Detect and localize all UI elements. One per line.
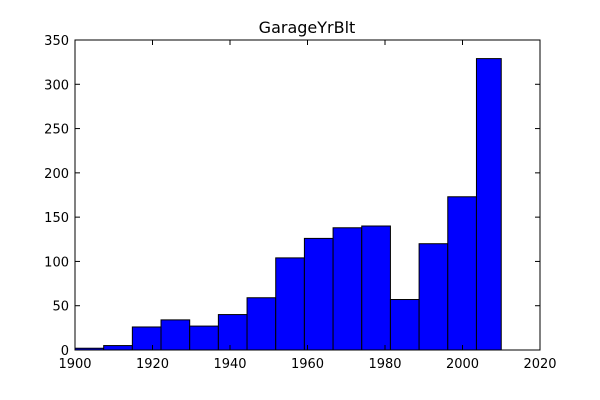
y-tick-label: 150 bbox=[44, 211, 69, 226]
y-tick-label: 50 bbox=[52, 300, 69, 315]
histogram-bar bbox=[475, 58, 502, 351]
x-tick-label: 2020 bbox=[523, 357, 556, 372]
bars-group bbox=[74, 58, 502, 351]
x-tick-label: 1920 bbox=[136, 357, 169, 372]
histogram-bar bbox=[389, 299, 420, 351]
histogram-bar bbox=[303, 237, 334, 351]
y-tick-label: 250 bbox=[44, 123, 69, 138]
histogram-bar bbox=[246, 297, 277, 351]
histogram-bar bbox=[275, 257, 305, 351]
histogram-bar bbox=[418, 243, 449, 351]
y-tick-label: 0 bbox=[61, 344, 69, 359]
y-tick-label: 200 bbox=[44, 167, 69, 182]
axes-group: 1900 1920 1940 1960 1980 2000 2020 0 50 100 150 200… bbox=[44, 34, 556, 372]
x-tick-label: 1960 bbox=[291, 357, 324, 372]
histogram-bar bbox=[189, 325, 219, 351]
histogram-bar bbox=[332, 227, 363, 351]
x-tick-label: 1900 bbox=[58, 357, 91, 372]
y-tick-label: 350 bbox=[44, 34, 69, 49]
histogram-bar bbox=[131, 326, 162, 351]
histogram-bar bbox=[160, 319, 191, 351]
histogram-bar bbox=[447, 196, 477, 351]
y-tick-label: 300 bbox=[44, 78, 69, 93]
histogram-bar bbox=[361, 225, 391, 351]
x-tick-label: 1980 bbox=[368, 357, 401, 372]
histogram-bar bbox=[217, 314, 248, 351]
x-tick-label: 1940 bbox=[213, 357, 246, 372]
histogram-bar bbox=[103, 345, 133, 351]
chart-title: GarageYrBlt bbox=[259, 18, 356, 37]
y-tick-label: 100 bbox=[44, 255, 69, 270]
x-tick-label: 2000 bbox=[446, 357, 479, 372]
